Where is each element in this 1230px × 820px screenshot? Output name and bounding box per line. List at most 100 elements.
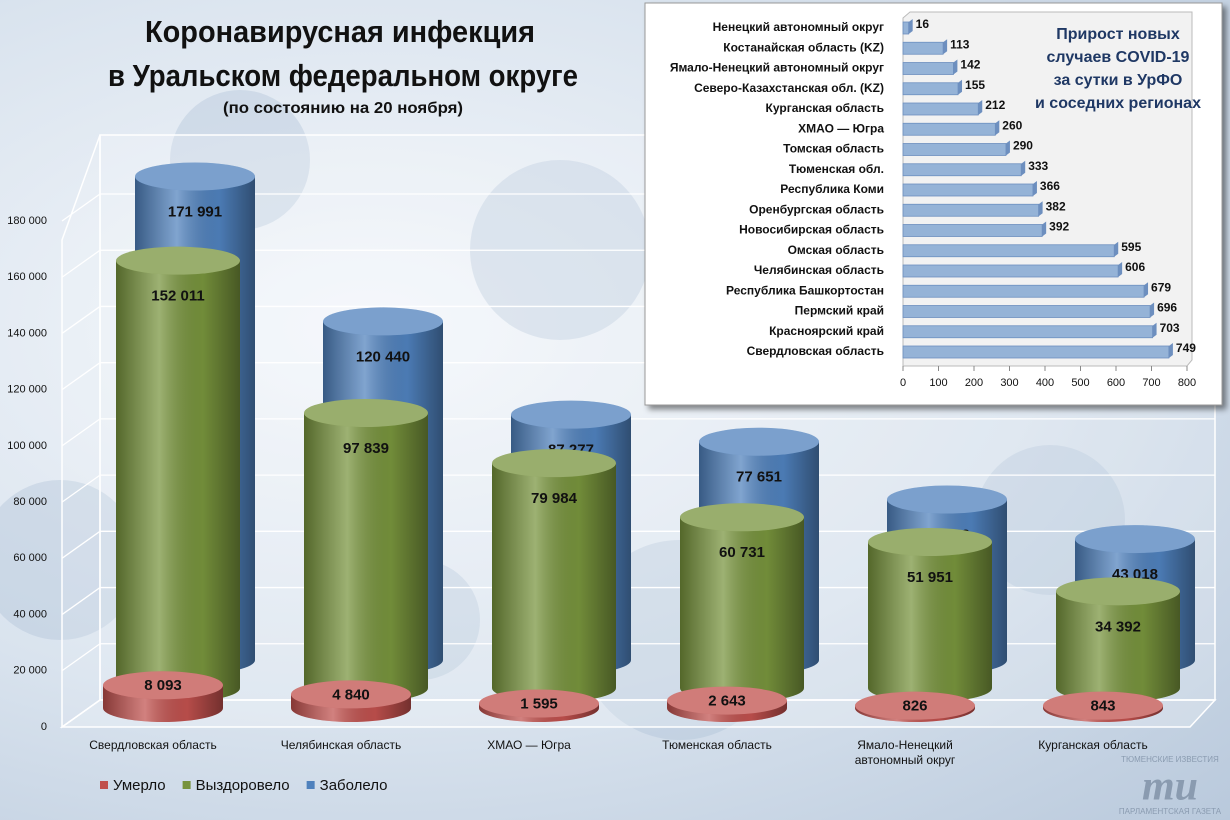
value-label: 77 651 — [736, 469, 782, 486]
y-tick-label: Новосибирская область — [739, 223, 884, 237]
cylinder-top — [868, 527, 992, 556]
value-label: 606 — [1125, 260, 1145, 274]
cylinder-top-highlight — [116, 246, 240, 275]
grid-line — [61, 643, 1215, 672]
value-label: 120 440 — [356, 348, 410, 365]
value-label: 34 392 — [1095, 618, 1141, 635]
cylinder-top-highlight — [492, 449, 616, 478]
cylinder-top-highlight — [1056, 577, 1180, 606]
cylinder-top-highlight — [135, 162, 255, 191]
value-label: 4 840 — [332, 686, 370, 703]
grid-line — [61, 418, 1215, 447]
x-tick-label: 400 — [1036, 377, 1054, 389]
legend-label: Выздоровело — [196, 777, 290, 794]
value-label: 152 011 — [151, 288, 204, 305]
y-tick-label: Ненецкий автономный округ — [713, 20, 884, 34]
cylinder-top — [1075, 525, 1195, 554]
value-label: 749 — [1176, 341, 1196, 355]
bar-end — [1042, 221, 1047, 237]
y-tick-label: 160 000 — [7, 271, 47, 283]
x-tick-label: ХМАО — Югра — [487, 738, 571, 752]
bar — [902, 122, 996, 136]
y-tick-label: Омская область — [788, 243, 884, 257]
cylinder-shading — [492, 463, 616, 702]
value-label: 16 — [916, 17, 930, 31]
bar-end — [1150, 302, 1155, 318]
bar — [902, 203, 1040, 217]
bar-end — [1032, 181, 1037, 196]
bar — [902, 143, 1007, 156]
grid-line — [61, 586, 1215, 616]
cylinder-top-highlight — [699, 427, 819, 456]
value-label: 113 — [950, 37, 970, 51]
bar-end — [908, 19, 913, 34]
y-tick-label: Северо-Казахстанская обл. (KZ) — [694, 81, 884, 95]
x-tick-label-box: Ямало-Ненецкий автономный округ — [855, 738, 956, 767]
watermark-logo: ти — [1142, 764, 1198, 810]
x-tick-label: Свердловская область — [89, 738, 217, 752]
y-tick-label: Пермский край — [795, 304, 884, 318]
value-label: 843 — [1090, 698, 1115, 715]
cylinder-top-highlight — [1043, 691, 1163, 720]
cylinder-top — [887, 485, 1007, 514]
value-label: 290 — [1013, 139, 1033, 153]
value-label: 155 — [965, 78, 985, 92]
y-tick-label: 80 000 — [13, 496, 47, 508]
x-tick-label-box: ХМАО — Югра — [487, 738, 571, 752]
cylinder-top — [680, 503, 804, 532]
bar-end — [1118, 262, 1123, 277]
bar-end — [995, 120, 1000, 136]
value-label: 212 — [985, 98, 1005, 112]
cylinder-top — [323, 307, 443, 336]
value-label: 826 — [902, 698, 927, 715]
side-wall — [61, 134, 101, 729]
cylinder-top — [1043, 691, 1163, 720]
value-label: 8 093 — [144, 677, 182, 694]
bar-end — [1144, 282, 1149, 298]
value-label: 366 — [1040, 179, 1060, 193]
cylinder-top — [492, 449, 616, 478]
floor — [59, 699, 1217, 728]
y-tick-label: Республика Башкортостан — [726, 283, 884, 297]
value-label: 333 — [1028, 159, 1048, 173]
value-label: 60 731 — [719, 544, 765, 561]
bar-end — [1021, 160, 1026, 176]
bar — [902, 183, 1034, 197]
chart-title: Коронавирусная инфекция — [145, 14, 535, 49]
bar-end — [958, 79, 963, 95]
value-label: 142 — [960, 58, 980, 72]
value-label: 1 595 — [520, 695, 558, 712]
legend-label: Заболело — [320, 777, 388, 794]
bar-end — [943, 39, 948, 55]
y-tick-label: 180 000 — [7, 215, 47, 227]
watermark: ТЮМЕНСКИЕ ИЗВЕСТИЯ — [1121, 755, 1219, 764]
x-tick-label: 0 — [900, 377, 906, 389]
bar — [902, 244, 1115, 258]
cylinder-top-highlight — [511, 400, 631, 429]
bar — [902, 345, 1170, 359]
legend-swatch — [182, 781, 191, 789]
x-tick-label: 300 — [1000, 377, 1018, 389]
bar — [902, 163, 1022, 177]
bar-end — [1005, 140, 1010, 156]
bar-end — [953, 59, 958, 75]
bar — [902, 284, 1145, 298]
value-label: 679 — [1151, 280, 1171, 294]
value-label: 703 — [1160, 321, 1180, 335]
legend-swatch — [306, 781, 315, 789]
bar — [902, 41, 944, 55]
bar-end — [1038, 201, 1043, 217]
bar — [902, 305, 1151, 318]
cylinder-top-highlight — [323, 307, 443, 336]
y-tick-label: Республика Коми — [780, 182, 884, 196]
y-tick-label: 0 — [41, 721, 47, 733]
cylinder-top — [479, 689, 599, 718]
cylinder-top-highlight — [479, 689, 599, 718]
inset-title: случаев COVID-19 — [1047, 49, 1190, 66]
cylinder-top-highlight — [887, 485, 1007, 514]
cylinder-top — [699, 427, 819, 456]
cylinder-top — [511, 400, 631, 429]
cylinder-shading — [304, 412, 428, 702]
